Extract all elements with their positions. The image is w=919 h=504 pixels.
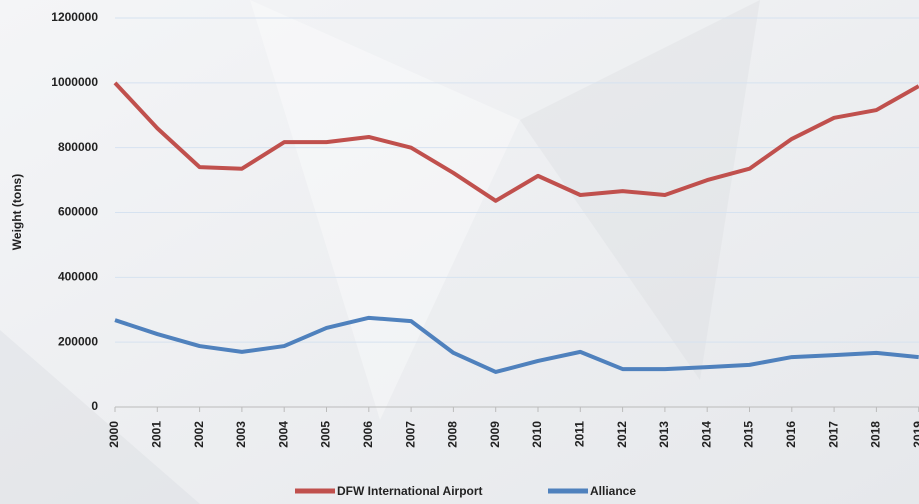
x-tick-label: 2014 [699,421,713,448]
x-tick-label: 2010 [530,421,544,448]
x-tick-label: 2003 [234,421,248,448]
legend-label: DFW International Airport [337,484,483,498]
legend-label: Alliance [590,484,636,498]
x-tick-label: 2001 [149,421,163,448]
x-tick-label: 2017 [826,421,840,448]
x-tick-label: 2018 [869,421,883,448]
decor [0,330,200,504]
y-tick-label: 1200000 [51,10,98,24]
y-tick-label: 0 [91,399,98,413]
x-tick-label: 2012 [615,421,629,448]
x-tick-label: 2015 [742,421,756,448]
x-tick-label: 2006 [361,421,375,448]
y-tick-label: 600000 [58,205,98,219]
x-tick-label: 2009 [488,421,502,448]
x-tick-label: 2005 [319,421,333,448]
y-tick-label: 1000000 [51,75,98,89]
series-line [113,81,919,203]
x-tick-label: 2007 [403,421,417,448]
decor [250,0,520,420]
y-axis-label: Weight (tons) [10,174,24,250]
y-tick-label: 400000 [58,270,98,284]
x-tick-label: 2008 [446,421,460,448]
series-line [114,315,919,374]
x-tick-label: 2019 [911,421,919,448]
x-tick-label: 2002 [192,421,206,448]
y-tick-label: 800000 [58,140,98,154]
decor [520,0,760,380]
x-tick-label: 2004 [276,421,290,448]
x-tick-label: 2013 [657,421,671,448]
x-tick-label: 2000 [107,421,121,448]
x-tick-label: 2016 [784,421,798,448]
y-tick-label: 200000 [58,334,98,348]
x-tick-label: 2011 [572,421,586,447]
